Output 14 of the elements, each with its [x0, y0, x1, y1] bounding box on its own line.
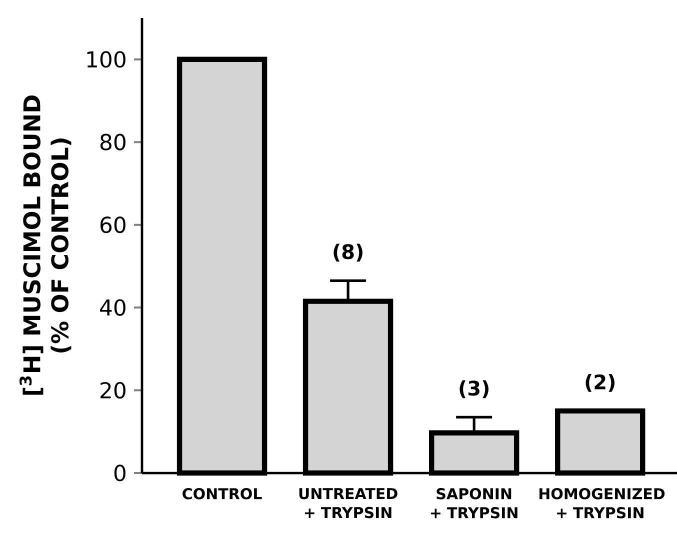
- x-tick-label: CONTROL: [182, 488, 262, 500]
- x-tick-label: UNTREATED + TRYPSIN: [299, 488, 398, 518]
- y-tick-label: 60: [100, 216, 126, 234]
- y-axis-title: [$^{3}$H] MUSCIMOL BOUND (% OF CONTROL): [20, 95, 72, 395]
- y-tick-label: 40: [100, 299, 126, 316]
- y-tick-label: 20: [100, 382, 126, 399]
- y-tick-label: 80: [100, 134, 126, 150]
- annotation: (8): [334, 244, 362, 262]
- annotation: (3): [460, 380, 488, 398]
- y-tick-label: 0: [114, 464, 126, 482]
- annotation: (2): [586, 374, 615, 392]
- x-tick-label: HOMOGENIZED + TRYPSIN: [540, 488, 665, 518]
- x-tick-label: SAPONIN + TRYPSIN: [431, 488, 518, 518]
- y-tick-label: 100: [87, 51, 126, 68]
